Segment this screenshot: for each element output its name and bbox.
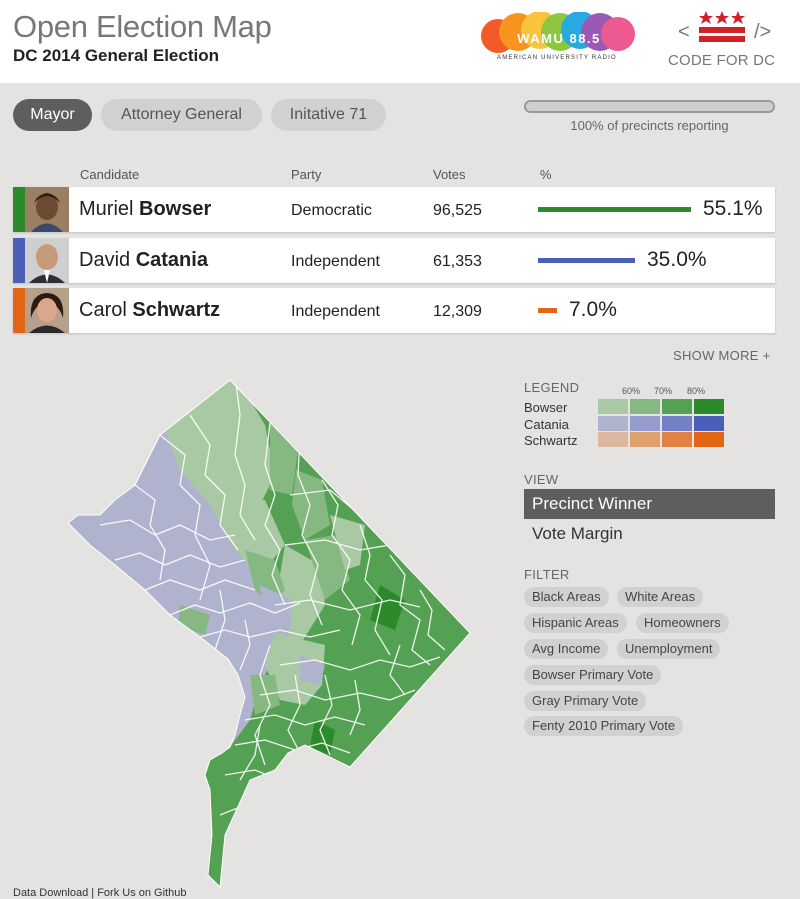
reporting-progress-fill bbox=[526, 102, 773, 111]
column-header-percent: % bbox=[540, 167, 552, 182]
legend-threshold: 80% bbox=[687, 386, 706, 396]
legend-swatch bbox=[694, 399, 724, 414]
reporting-status: 100% of precincts reporting bbox=[570, 118, 729, 133]
vote-share-bar bbox=[538, 308, 557, 313]
legend-swatch bbox=[662, 399, 692, 414]
legend-threshold: 70% bbox=[654, 386, 673, 396]
candidate-percent: 7.0% bbox=[569, 298, 617, 321]
svg-text:<: < bbox=[678, 21, 690, 43]
legend-swatch bbox=[598, 432, 628, 447]
footer: Data Download | Fork Us on Github bbox=[13, 887, 186, 899]
view-precinct-winner[interactable]: Precinct Winner bbox=[524, 489, 775, 519]
filter-black-areas[interactable]: Black Areas bbox=[524, 587, 609, 607]
column-header-party: Party bbox=[291, 167, 322, 182]
show-more-button[interactable]: SHOW MORE + bbox=[673, 348, 771, 363]
legend-swatch bbox=[598, 399, 628, 414]
candidate-row-catania[interactable]: David Catania Independent 61,353 35.0% bbox=[13, 238, 775, 283]
candidate-votes: 61,353 bbox=[433, 253, 482, 270]
vote-share-bar bbox=[538, 258, 635, 263]
tab-initiative-71[interactable]: Initative 71 bbox=[271, 99, 386, 131]
filter-label: FILTER bbox=[524, 567, 570, 582]
candidate-votes: 96,525 bbox=[433, 202, 482, 219]
footer-separator: | bbox=[91, 887, 95, 899]
candidate-color-stripe bbox=[13, 187, 25, 232]
candidate-party: Democratic bbox=[291, 202, 372, 219]
precinct-map[interactable] bbox=[60, 375, 480, 890]
candidate-party: Independent bbox=[291, 303, 380, 320]
candidate-photo-bowser bbox=[25, 187, 69, 232]
code-for-dc-text: CODE FOR DC bbox=[668, 52, 776, 69]
legend-candidate-bowser: Bowser bbox=[524, 400, 568, 415]
legend-swatch bbox=[630, 432, 660, 447]
candidate-votes: 12,309 bbox=[433, 303, 482, 320]
filter-gray-primary-vote[interactable]: Gray Primary Vote bbox=[524, 691, 647, 711]
tab-attorney-general[interactable]: Attorney General bbox=[101, 99, 262, 131]
candidate-color-stripe bbox=[13, 238, 25, 283]
page-subtitle: DC 2014 General Election bbox=[13, 46, 219, 65]
page-header: Open Election Map DC 2014 General Electi… bbox=[0, 0, 800, 83]
candidate-percent: 55.1% bbox=[703, 197, 763, 220]
wamu-logo-text: WAMU 88.5 bbox=[517, 31, 601, 46]
candidate-photo-catania bbox=[25, 238, 69, 283]
svg-text:/>: /> bbox=[754, 21, 771, 43]
filter-bowser-primary-vote[interactable]: Bowser Primary Vote bbox=[524, 665, 662, 685]
candidate-party: Independent bbox=[291, 253, 380, 270]
filter-hispanic-areas[interactable]: Hispanic Areas bbox=[524, 613, 627, 633]
view-vote-margin[interactable]: Vote Margin bbox=[532, 524, 623, 543]
wamu-tagline: AMERICAN UNIVERSITY RADIO bbox=[497, 55, 617, 61]
data-download-link[interactable]: Data Download bbox=[13, 887, 89, 899]
vote-share-bar bbox=[538, 207, 691, 212]
legend-swatch bbox=[598, 416, 628, 431]
tab-mayor[interactable]: Mayor bbox=[13, 99, 92, 131]
legend-swatch bbox=[630, 399, 660, 414]
candidate-color-stripe bbox=[13, 288, 25, 333]
code-for-dc-logo[interactable]: < /> bbox=[664, 8, 782, 78]
filter-unemployment[interactable]: Unemployment bbox=[617, 639, 721, 659]
column-header-candidate: Candidate bbox=[80, 167, 140, 182]
legend-swatch bbox=[694, 432, 724, 447]
candidate-name: Muriel Bowser bbox=[79, 198, 212, 220]
legend-candidate-catania: Catania bbox=[524, 417, 569, 432]
filter-homeowners[interactable]: Homeowners bbox=[636, 613, 729, 633]
filter-avg-income[interactable]: Avg Income bbox=[524, 639, 609, 659]
legend-swatch bbox=[662, 416, 692, 431]
github-link[interactable]: Fork Us on Github bbox=[97, 887, 187, 899]
page-title: Open Election Map bbox=[13, 9, 272, 44]
legend-swatch bbox=[630, 416, 660, 431]
legend-swatch bbox=[662, 432, 692, 447]
candidate-row-schwartz[interactable]: Carol Schwartz Independent 12,309 7.0% bbox=[13, 288, 775, 333]
candidate-name: Carol Schwartz bbox=[79, 299, 221, 321]
legend-swatch bbox=[694, 416, 724, 431]
candidate-row-bowser[interactable]: Muriel Bowser Democratic 96,525 55.1% bbox=[13, 187, 775, 232]
legend-threshold: 60% bbox=[622, 386, 641, 396]
wamu-logo[interactable]: WAMU 88.5 bbox=[480, 12, 638, 68]
filter-white-areas[interactable]: White Areas bbox=[617, 587, 704, 607]
column-header-votes: Votes bbox=[433, 167, 466, 182]
filter-fenty-2010-primary-vote[interactable]: Fenty 2010 Primary Vote bbox=[524, 716, 684, 736]
legend-label: LEGEND bbox=[524, 380, 580, 395]
candidate-photo-schwartz bbox=[25, 288, 69, 333]
legend-candidate-schwartz: Schwartz bbox=[524, 433, 578, 448]
candidate-percent: 35.0% bbox=[647, 248, 707, 271]
view-label: VIEW bbox=[524, 472, 559, 487]
reporting-progress-bar bbox=[524, 100, 775, 113]
candidate-name: David Catania bbox=[79, 249, 208, 271]
